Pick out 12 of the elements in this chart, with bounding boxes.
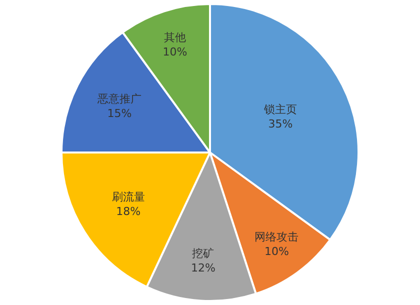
data-label: 18%	[116, 204, 141, 218]
slice-label: 锁主页	[262, 103, 297, 116]
data-label: 12%	[190, 261, 216, 274]
slice-label: 其他	[164, 30, 186, 44]
slice-label: 网络攻击	[254, 230, 299, 244]
data-label: 35%	[268, 118, 293, 130]
slice-label: 挖矿	[192, 247, 214, 260]
data-label: 10%	[162, 45, 188, 58]
data-label: 10%	[264, 244, 289, 258]
slice-label: 恶意推广	[96, 92, 142, 106]
slice-label: 刷流量	[112, 190, 145, 204]
data-label: 15%	[107, 106, 132, 120]
